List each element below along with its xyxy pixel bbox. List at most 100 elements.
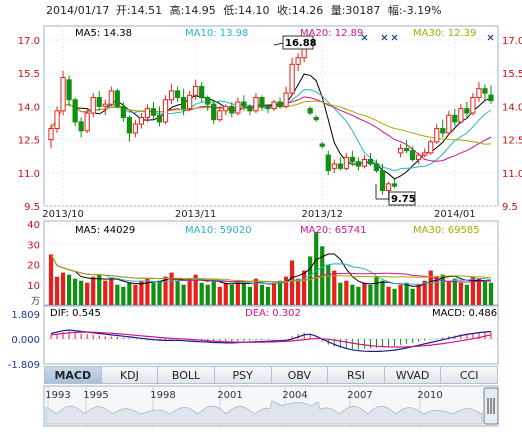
high-marker: 16.88 — [273, 35, 317, 50]
volume-bar — [446, 280, 451, 305]
volume-bar — [476, 278, 482, 305]
candle-body — [187, 94, 193, 110]
volume-unit: 万 — [31, 297, 40, 307]
candle-body — [138, 116, 145, 125]
tab-wvad[interactable]: WVAD — [384, 366, 442, 384]
price-tick-left: 12.5 — [18, 136, 40, 147]
volume-bar — [73, 278, 78, 305]
price-ma5-legend: MA5: 14.38 — [75, 28, 132, 39]
price-tick-right: 9.5 — [502, 202, 518, 213]
price-tick-right: 11.0 — [502, 169, 522, 180]
candle-body — [458, 108, 464, 123]
timeline-year: 2007 — [347, 390, 372, 401]
price-tick-left: 14.0 — [18, 102, 40, 113]
volume-bar — [187, 278, 192, 305]
timeline-scroll-handle[interactable] — [483, 387, 499, 425]
candle-body — [211, 103, 217, 121]
tab-macd[interactable]: MACD — [44, 366, 102, 384]
candle-body — [199, 85, 205, 99]
candle-body — [325, 154, 331, 172]
candle-body — [66, 79, 72, 101]
candle-body — [144, 108, 151, 118]
candles — [48, 42, 494, 201]
cross-markers — [361, 34, 494, 41]
candle-body — [174, 90, 181, 99]
dea-line — [50, 331, 492, 348]
volume-bar — [265, 286, 271, 305]
volume-bar — [277, 280, 283, 305]
timeline-year: 1995 — [83, 390, 108, 401]
tab-obv[interactable]: OBV — [271, 366, 329, 384]
volume-panel — [43, 220, 499, 306]
candle-body — [108, 90, 114, 105]
volume-bar — [302, 270, 307, 305]
volume-bar — [205, 284, 210, 305]
volume-bar — [362, 282, 367, 305]
volume-ma-lines — [50, 253, 492, 287]
candle-body — [464, 108, 470, 114]
timeline-year: 1998 — [150, 390, 175, 401]
header-high: 高:14.95 — [170, 3, 216, 17]
header-volume: 量:30187 — [331, 4, 381, 17]
candle-body — [428, 141, 434, 154]
volume-bar — [199, 282, 204, 305]
volume-bar — [241, 282, 246, 305]
volume-bar — [151, 282, 156, 305]
candle-body — [193, 85, 199, 96]
volume-bar — [440, 274, 445, 305]
volume-bar — [121, 286, 126, 305]
timeline-year: 1993 — [45, 390, 70, 401]
price-tick-left: 17.0 — [18, 36, 40, 47]
candle-body — [120, 105, 126, 118]
volume-bar — [169, 272, 174, 305]
candle-body — [102, 103, 108, 107]
tab-rsi[interactable]: RSI — [328, 366, 385, 384]
candle-body — [343, 156, 349, 169]
volume-tick: 40 — [27, 220, 40, 231]
candle-body — [452, 114, 458, 123]
volume-bar — [380, 280, 385, 305]
volume-bar — [48, 254, 54, 305]
candle-body — [391, 183, 398, 187]
candle-body — [78, 121, 84, 132]
low-marker: 9.75 — [375, 184, 416, 206]
candle-body — [48, 128, 54, 141]
header-date: 2014/01/17 — [46, 4, 109, 17]
volume-bar — [482, 280, 488, 305]
date-tick: 2014/01 — [434, 209, 476, 220]
candle-body — [247, 105, 253, 112]
volume-bar — [60, 272, 66, 305]
volume-bar — [271, 282, 277, 305]
timeline-wave — [45, 386, 483, 426]
candle-body — [422, 152, 428, 156]
macd-panel — [43, 305, 499, 365]
volume-bar — [235, 280, 240, 305]
tab-cci[interactable]: CCI — [441, 366, 498, 384]
candle-body — [440, 128, 446, 134]
candle-body — [259, 97, 265, 107]
volume-bar — [97, 274, 102, 305]
volume-bar — [91, 276, 96, 305]
volume-bar — [139, 280, 144, 305]
volume-bar — [103, 280, 108, 305]
low-label: 9.75 — [391, 194, 416, 205]
axis-labels: 17.0 17.0 15.5 15.5 14.0 14.0 12.5 12.5 11.0 11.0… — [8, 36, 522, 401]
tab-boll[interactable]: BOLL — [158, 366, 215, 384]
volume-bar — [223, 282, 228, 305]
high-label: 16.88 — [285, 38, 317, 49]
vol-ma30-legend: MA30: 69585 — [413, 225, 480, 236]
volume-bar — [79, 280, 84, 305]
volume-bar — [386, 286, 391, 305]
tab-kdj[interactable]: KDJ — [101, 366, 159, 384]
dif-legend: DIF: 0.545 — [50, 308, 101, 319]
price-tick-left: 15.5 — [18, 69, 40, 80]
dea-legend: DEA: 0.302 — [245, 308, 301, 319]
vol-ma5-legend: MA5: 44029 — [75, 225, 135, 236]
indicator-tabs: MACD KDJ BOLL PSY OBV RSI WVAD CCI — [44, 366, 498, 384]
header-close: 收:14.26 — [277, 3, 323, 17]
candle-body — [162, 99, 169, 123]
tab-psy[interactable]: PSY — [214, 366, 272, 384]
volume-bar — [145, 278, 150, 305]
candle-body — [126, 116, 132, 134]
volume-bar — [283, 276, 289, 305]
